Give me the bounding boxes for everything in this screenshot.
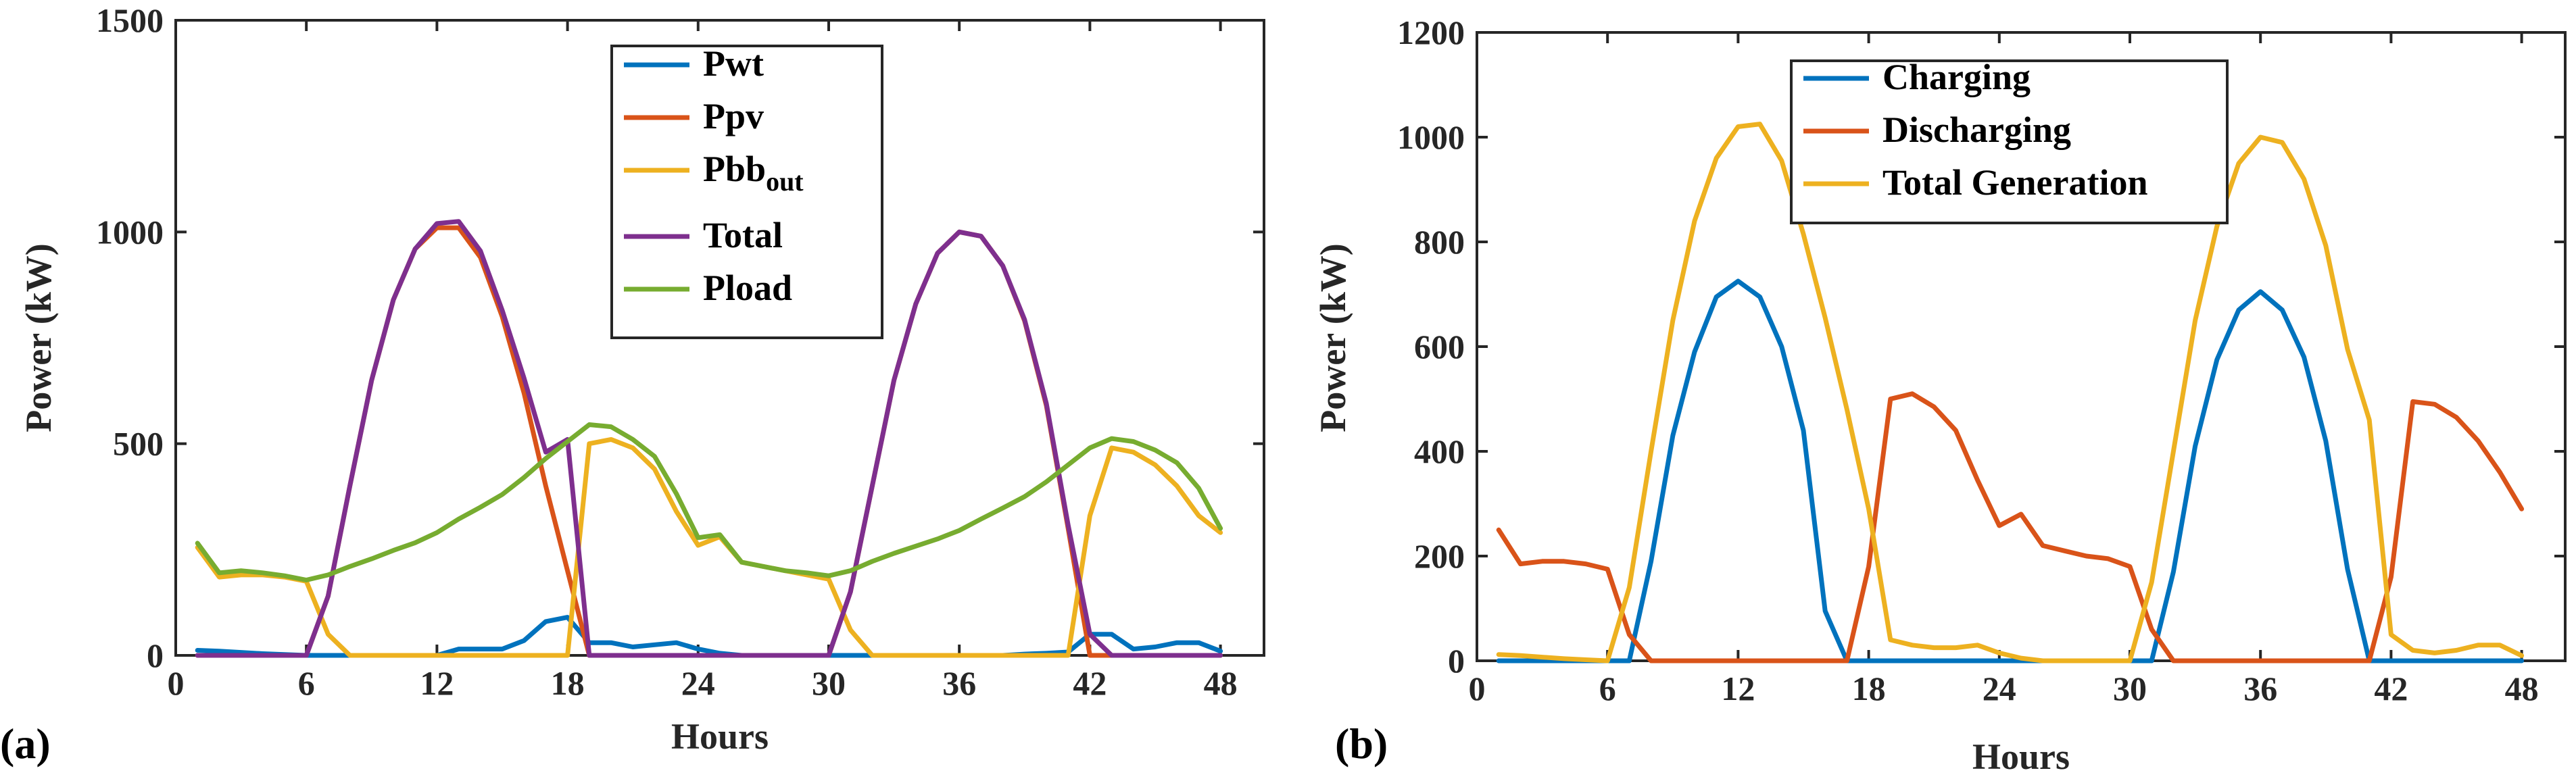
chart-a-x-tick-label: 0 xyxy=(168,664,185,702)
chart-a-y-tick-label: 1500 xyxy=(96,1,164,39)
chart-a-legend-label: Pload xyxy=(703,268,792,308)
chart-b-y-tick-label: 800 xyxy=(1414,223,1465,261)
chart-a-x-tick-label: 36 xyxy=(942,664,976,702)
chart-a-series-total xyxy=(195,219,1223,658)
chart-a-legend-label: Pwt xyxy=(703,43,764,84)
chart-a-y-axis-label: Power (kW) xyxy=(18,243,59,432)
chart-b-legend-label: Charging xyxy=(1882,57,2031,97)
chart-b-x-tick-label: 48 xyxy=(2505,670,2539,707)
chart-a-series-pload xyxy=(195,422,1223,582)
chart-a-x-tick-label: 30 xyxy=(812,664,846,702)
chart-a-x-tick-label: 48 xyxy=(1204,664,1238,702)
chart-a-y-tick-label: 1000 xyxy=(96,213,164,251)
chart-b-x-tick-label: 6 xyxy=(1599,670,1616,707)
chart-a-x-axis-label: Hours xyxy=(671,716,769,757)
chart-a-panel-label: (a) xyxy=(0,720,51,768)
chart-a-x-tick-label: 24 xyxy=(681,664,715,702)
chart-b-x-tick-label: 12 xyxy=(1721,670,1755,707)
chart-b-legend-label: Total Generation xyxy=(1882,162,2148,203)
chart-a-legend-label: Total xyxy=(703,215,783,255)
chart-b-y-tick-label: 1200 xyxy=(1397,14,1465,51)
chart-b-x-tick-label: 42 xyxy=(2374,670,2408,707)
chart-b: 0 6 12 18 24 30 36 42 48 0 200 400 600 800 1000 1200 Ho… xyxy=(1313,14,2567,777)
chart-b-y-tick-label: 600 xyxy=(1414,328,1465,366)
chart-b-x-tick-label: 36 xyxy=(2243,670,2277,707)
chart-a-x-tick-label: 6 xyxy=(298,664,315,702)
chart-b-legend-box xyxy=(1790,59,2229,224)
chart-b-x-axis-label: Hours xyxy=(1972,736,2070,777)
chart-a-x-tick-label: 12 xyxy=(420,664,454,702)
chart-b-panel-label: (b) xyxy=(1335,720,1388,768)
chart-b-y-tick-label: 1000 xyxy=(1397,118,1465,156)
chart-a-x-tick-label: 18 xyxy=(551,664,585,702)
chart-a: 0 6 12 18 24 30 36 42 48 0 500 1000 1500 Hours Power… xyxy=(0,1,1265,768)
chart-b-series-total-generation xyxy=(1496,122,2525,663)
chart-a-y-tick-label: 0 xyxy=(147,636,164,674)
chart-a-x-tick-label: 42 xyxy=(1073,664,1107,702)
chart-b-y-tick-label: 400 xyxy=(1414,432,1465,470)
chart-b-x-tick-label: 0 xyxy=(1469,670,1486,707)
chart-b-y-axis-label: Power (kW) xyxy=(1313,243,1353,432)
chart-a-series-pbb-out xyxy=(195,436,1223,658)
chart-b-y-tick-label: 0 xyxy=(1448,642,1465,680)
chart-b-x-tick-label: 24 xyxy=(1983,670,2016,707)
chart-b-series-discharging xyxy=(1496,391,2525,663)
chart-b-x-tick-label: 18 xyxy=(1852,670,1886,707)
chart-a-y-tick-label: 500 xyxy=(113,425,164,463)
chart-b-y-tick-label: 200 xyxy=(1414,537,1465,575)
chart-b-legend: Charging Discharging Total Generation xyxy=(1790,57,2229,224)
chart-a-legend-label: Ppv xyxy=(703,96,764,136)
chart-b-legend-label: Discharging xyxy=(1882,109,2071,150)
chart-b-series-charging xyxy=(1496,278,2525,663)
chart-b-x-tick-label: 30 xyxy=(2113,670,2147,707)
